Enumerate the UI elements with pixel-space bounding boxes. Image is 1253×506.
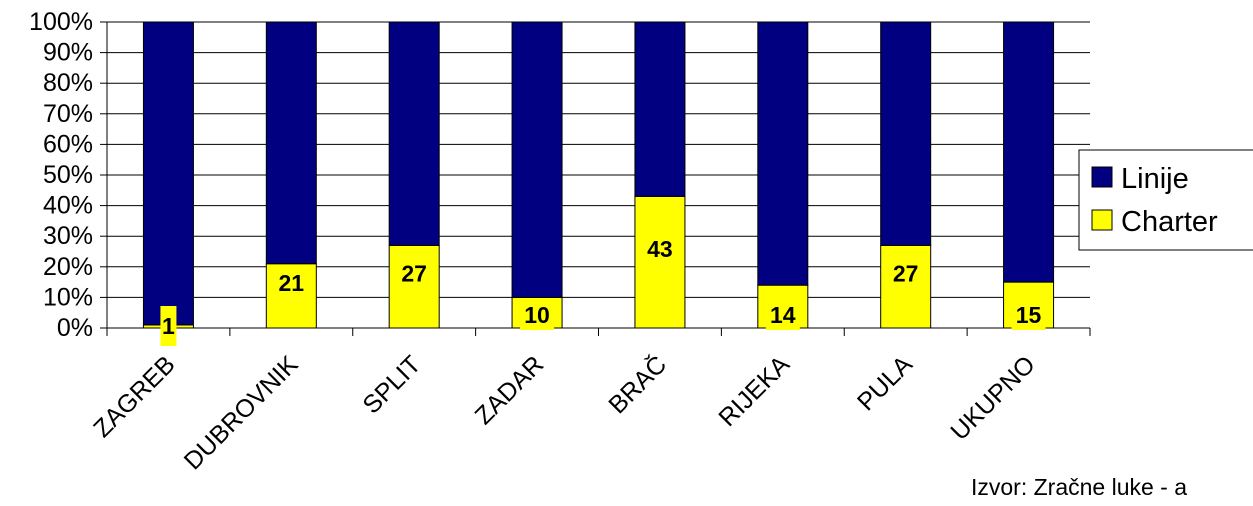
category-label: SPLIT <box>357 350 426 419</box>
data-label: 21 <box>279 270 305 296</box>
axes <box>106 22 1090 329</box>
bar-linije-dubrovnik <box>265 21 317 265</box>
category-label: BRAČ <box>603 350 673 420</box>
y-tick-label: 40% <box>43 192 93 220</box>
data-label: 10 <box>524 302 550 328</box>
gridlines <box>100 21 1091 336</box>
data-label: 27 <box>401 261 427 287</box>
legend-swatch-charter <box>1091 209 1113 231</box>
bar-linije-zagreb <box>142 21 194 326</box>
y-tick-label: 100% <box>29 8 93 36</box>
bar-linije-pula <box>880 21 932 246</box>
y-tick-label: 60% <box>43 130 93 158</box>
category-label: DUBROVNIK <box>179 350 304 475</box>
data-label-bg <box>642 234 677 265</box>
legend: Linije Charter <box>1078 149 1253 251</box>
bar-linije-zadar <box>511 21 563 298</box>
y-tick-label: 20% <box>43 253 93 281</box>
data-label-bg <box>397 258 432 289</box>
legend-label-linije: Linije <box>1121 163 1189 195</box>
y-tick-label: 50% <box>43 161 93 189</box>
y-tick-label: 0% <box>57 314 93 342</box>
bar-linije-rijeka <box>757 21 809 286</box>
y-tick-label: 70% <box>43 100 93 128</box>
bar-linije-ukupno <box>1003 21 1055 283</box>
bar-linije-split <box>388 21 440 246</box>
data-label: 15 <box>1016 302 1042 328</box>
source-note: Izvor: Zračne luke - a <box>971 474 1188 500</box>
data-label-bg <box>1011 300 1046 330</box>
category-label: RIJEKA <box>713 350 795 432</box>
category-label: UKUPNO <box>945 350 1040 445</box>
y-tick-label: 10% <box>43 283 93 311</box>
category-label: ZAGREB <box>88 350 180 442</box>
y-tick-label: 30% <box>43 222 93 250</box>
data-label-bg <box>274 267 309 298</box>
data-label-bg <box>160 306 177 346</box>
legend-swatch-linije <box>1091 166 1113 188</box>
data-labels: 1 21 27 10 43 14 27 15 <box>160 234 1046 346</box>
data-label-bg <box>888 258 923 289</box>
category-label: ZADAR <box>470 350 550 430</box>
data-label-bg <box>765 300 800 330</box>
data-label-bg <box>520 300 555 330</box>
bar-linije-brač <box>634 21 686 197</box>
y-tick-label: 90% <box>43 39 93 67</box>
y-tick-labels: 0% 10%20% 30%40% 50% 60%70% 80%90% 100% <box>29 8 93 342</box>
y-tick-label: 80% <box>43 69 93 97</box>
data-label: 14 <box>770 302 796 328</box>
data-label: 27 <box>893 261 919 287</box>
data-label: 1 <box>162 313 175 339</box>
category-label: PULA <box>852 350 918 416</box>
data-label: 43 <box>647 236 673 262</box>
legend-label-charter: Charter <box>1121 206 1218 238</box>
